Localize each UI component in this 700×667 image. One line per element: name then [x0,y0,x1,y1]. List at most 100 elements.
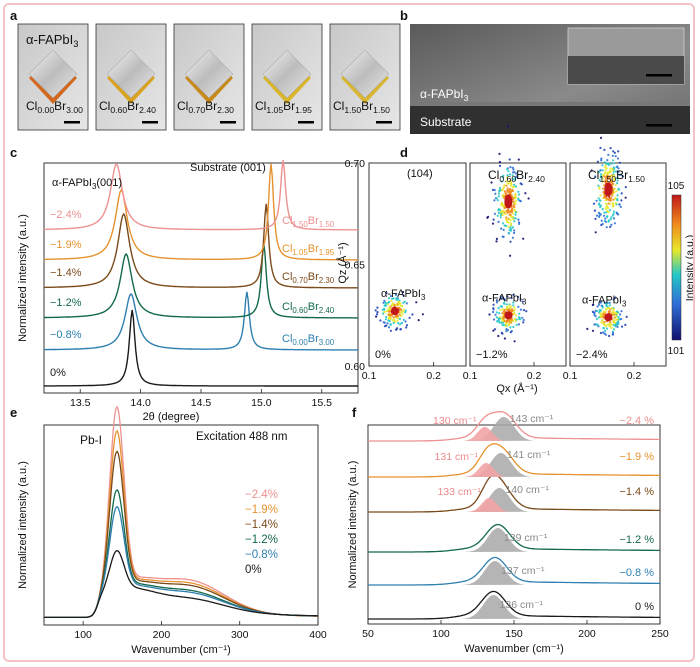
formula-subscript: 1.50 [344,105,361,115]
rsm-point [495,299,498,302]
rsm-point [508,218,511,221]
rsm-point [518,312,521,315]
x-tick-label: 0.2 [426,370,441,382]
rsm-point [402,290,405,294]
rsm-point [506,125,510,128]
rsm-point [609,225,612,228]
rsm-point [614,323,618,326]
rsm-point [512,312,516,315]
rsm-point [509,321,512,324]
formula-element: Cl [282,333,292,345]
formula-subscript: 2.30 [217,105,234,115]
rsm-point [611,154,614,157]
formula-element: Br [127,99,139,113]
formula-subscript: 0.60 [292,306,308,315]
rsm-point [502,174,505,177]
rsm-point [506,174,509,177]
crystal-composition-label: Cl0.70Br2.30 [177,99,234,115]
colorbar [671,194,682,341]
rsm-point [399,302,402,305]
rsm-point [606,301,610,305]
formula-element: Br [308,333,319,345]
rsm-point [616,325,619,328]
rsm-point [597,197,600,200]
rsm-point [606,175,609,178]
rsm-point [615,321,619,324]
rsm-point [506,182,509,185]
formula-subscript: 2.30 [319,276,335,285]
x-axis-label: Qx (Å⁻¹) [496,382,537,395]
rsm-point [512,301,515,304]
rsm-point [512,325,515,329]
crystal-tile: Cl1.50Br1.50 [329,23,401,131]
rsm-point [612,319,615,322]
rsm-point [398,300,401,304]
main-peak-label: 139 cm⁻¹ [504,532,548,544]
x-axis-label: Wavenumber (cm⁻¹) [131,644,231,656]
rsm-point [600,304,603,307]
rsm-point [517,218,520,221]
rsm-point [509,326,512,329]
rsm-point [502,235,505,238]
rsm-point [617,170,620,173]
rsm-point [614,184,617,187]
rsm-point [607,198,611,201]
rsm-point [509,226,512,229]
strain-label: 0 % [635,601,654,613]
rsm-point [501,214,504,217]
formula-element: Br [308,301,319,313]
main-peak-fill [462,561,528,585]
rsm-point [501,323,504,326]
rsm-point [499,216,502,219]
rsm-point [505,218,508,221]
rsm-point [508,309,511,312]
rsm-point [508,191,511,194]
rsm-point [604,169,607,172]
rsm-point [527,197,530,200]
rsm-point [610,326,613,329]
rsm-point [509,254,512,257]
rsm-point [500,227,503,230]
rsm-point [495,240,498,243]
formula-subscript: 0.60 [110,105,127,115]
rsm-point [495,237,498,240]
rsm-point [512,185,516,189]
rsm-point [608,307,611,310]
rsm-point [510,308,513,312]
strain-label: 0% [50,367,66,379]
strain-label: −2.4 % [619,415,654,427]
rsm-point [603,321,606,324]
rsm-point [519,298,522,301]
rsm-point [610,196,613,200]
rsm-point [612,198,615,201]
rsm-point [505,303,508,306]
rsm-point [502,193,505,196]
rsm-spot-core [504,194,513,209]
rsm-point [594,231,597,234]
main-peak-label: 137 cm⁻¹ [501,565,545,577]
rsm-point [603,214,606,217]
rsm-point [613,222,617,225]
rsm-point [602,313,605,316]
rsm-strain-label: −2.4% [576,349,608,361]
rsm-point [521,316,524,319]
rsm-point [616,176,619,180]
rsm-point [599,312,602,315]
rsm-point [500,331,503,334]
rsm-point [387,313,390,317]
rsm-point [610,223,613,226]
rsm-point [405,302,408,305]
y-tick-label: 0.60 [345,361,366,373]
rsm-point [498,312,501,315]
rsm-point [496,199,499,202]
crystal-tile: Cl0.00Br3.00 [17,23,89,131]
crystal-face [184,49,234,99]
rsm-point [504,213,507,216]
rsm-point [499,295,502,298]
legend-entry: 0% [245,564,262,576]
rsm-point [525,310,528,313]
rsm-point [598,199,601,202]
xrd-line [44,243,358,319]
rsm-point [625,315,628,318]
formula-element: (001) [96,177,122,189]
